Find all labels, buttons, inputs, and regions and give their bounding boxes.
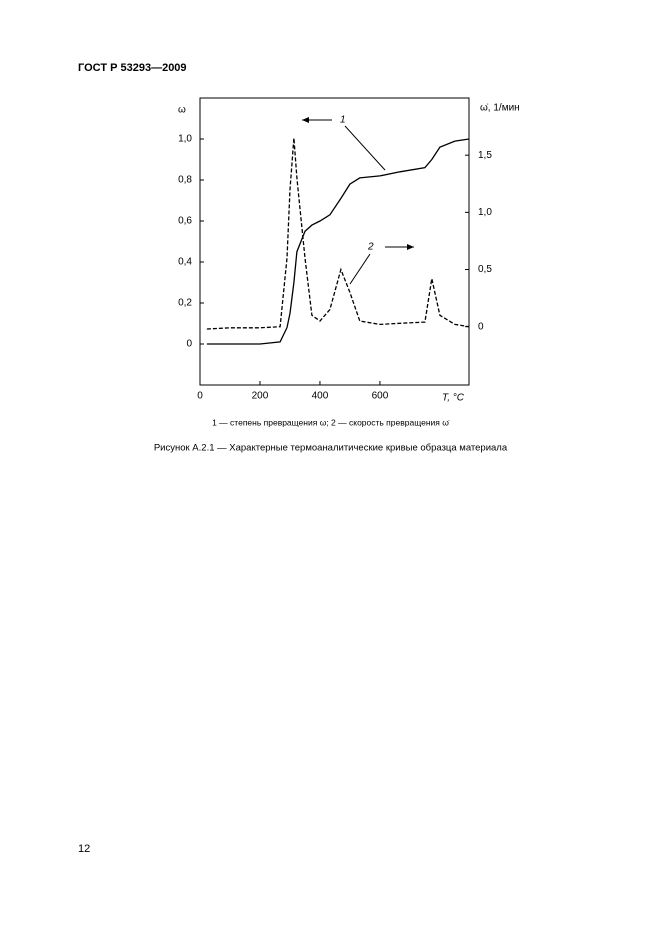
- x-tick-label: 0: [197, 391, 203, 402]
- leader-line: [349, 253, 371, 285]
- annotation: 1: [340, 115, 346, 126]
- page-number: 12: [78, 843, 90, 855]
- y2-tick-label: 1,0: [478, 207, 492, 218]
- y2-axis-label: ω̇, 1/мин: [480, 103, 520, 114]
- y-tick-label: 0,2: [178, 298, 192, 309]
- y-tick-label: 0,6: [178, 216, 192, 227]
- y-tick-label: 0,8: [178, 175, 192, 186]
- series-line: [206, 138, 470, 345]
- y-tick-label: 0: [186, 339, 192, 350]
- y2-tick-label: 1,5: [478, 150, 492, 161]
- header-title: ГОСТ Р 53293—2009: [78, 62, 187, 74]
- figure-caption: Рисунок А.2.1 — Характерные термоаналити…: [154, 443, 508, 454]
- annotation: 2: [367, 242, 374, 253]
- series-line: [206, 137, 470, 330]
- x-tick-label: 600: [372, 391, 389, 402]
- y2-tick-label: 0,5: [478, 264, 492, 275]
- plot-frame: [199, 97, 470, 386]
- x-tick-label: 200: [252, 391, 269, 402]
- arrowhead: [407, 244, 414, 250]
- x-axis-label: T, °C: [442, 393, 465, 404]
- y2-tick-label: 0: [478, 321, 484, 332]
- y-axis-label: ω: [178, 105, 186, 116]
- y-tick-label: 1,0: [178, 134, 192, 145]
- legend-caption: 1 — степень превращения ω; 2 — скорость …: [212, 417, 450, 427]
- leader-line: [344, 125, 386, 171]
- x-tick-label: 400: [312, 391, 329, 402]
- arrowhead: [302, 117, 309, 123]
- y-tick-label: 0,4: [178, 257, 192, 268]
